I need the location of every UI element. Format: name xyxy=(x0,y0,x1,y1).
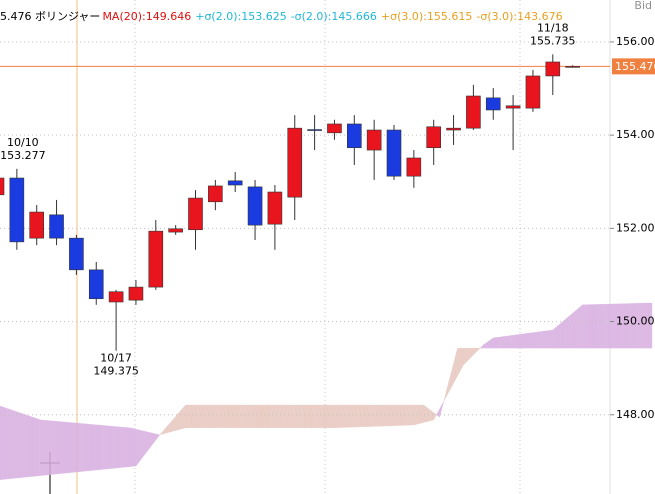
price-label: 155.476 xyxy=(615,60,655,73)
candle-body xyxy=(307,129,322,131)
candle-body xyxy=(327,123,342,134)
candles xyxy=(0,54,580,351)
annotation-date: 11/18 xyxy=(537,21,569,34)
legend-item: -σ(3.0):143.676 xyxy=(476,10,562,23)
cloud xyxy=(0,302,653,480)
candle-body xyxy=(188,197,203,231)
candle-body xyxy=(88,269,104,300)
y-tick-label: 152.000 xyxy=(616,221,655,234)
candle-body xyxy=(128,286,144,301)
candle-body xyxy=(426,126,442,149)
candle-body xyxy=(108,291,124,303)
candle-body xyxy=(267,191,283,225)
y-tick-label: 156.000 xyxy=(616,35,655,48)
candle-body xyxy=(525,75,541,109)
candle-body xyxy=(0,177,5,196)
candle-body xyxy=(366,129,382,151)
candle-body xyxy=(168,228,183,233)
corner-label: Bid xyxy=(634,0,652,12)
candle-body xyxy=(208,185,223,203)
candle-body xyxy=(247,186,263,226)
candle-body xyxy=(446,127,461,131)
legend-item: MA(20):149.646 xyxy=(102,10,191,23)
legend-item: 5.476 ボリンジャー xyxy=(0,10,100,23)
y-tick-label: 150.000 xyxy=(616,315,655,328)
candle-body xyxy=(406,157,422,177)
candle-body xyxy=(29,211,45,239)
candle-body xyxy=(466,95,481,129)
legend-item: -σ(2.0):145.666 xyxy=(291,10,377,23)
legend-item: +σ(2.0):153.625 xyxy=(195,10,286,23)
candle-body xyxy=(148,230,164,288)
cloud-fill xyxy=(650,302,653,349)
annotation-value: 155.735 xyxy=(530,34,576,47)
y-tick-label: 148.000 xyxy=(616,408,655,421)
candle-body xyxy=(485,97,501,111)
candle-body xyxy=(69,237,84,271)
candle-body xyxy=(386,129,402,177)
candle-body xyxy=(227,180,243,186)
y-tick-label: 154.000 xyxy=(616,128,655,141)
candle-body xyxy=(505,105,521,109)
candle-body xyxy=(346,123,362,149)
labels: 148.000 150.000 152.000 154.000 156.000 10/10… xyxy=(0,21,655,421)
candle-body xyxy=(287,127,303,198)
indicator-lines xyxy=(0,41,610,416)
candle-body xyxy=(545,61,561,77)
annotation-value: 153.277 xyxy=(0,149,46,162)
legend: 5.476 ボリンジャー MA(20):149.646 +σ(2.0):153.62… xyxy=(0,10,563,23)
annotation-date: 10/10 xyxy=(7,136,39,149)
candle-body xyxy=(565,66,580,68)
candle-body xyxy=(9,177,25,243)
legend-item: +σ(3.0):155.615 xyxy=(381,10,472,23)
price-label-box xyxy=(612,58,655,75)
annotation-value: 149.375 xyxy=(93,365,139,378)
annotation-date: 10/17 xyxy=(100,352,132,365)
candle-body xyxy=(49,214,64,239)
